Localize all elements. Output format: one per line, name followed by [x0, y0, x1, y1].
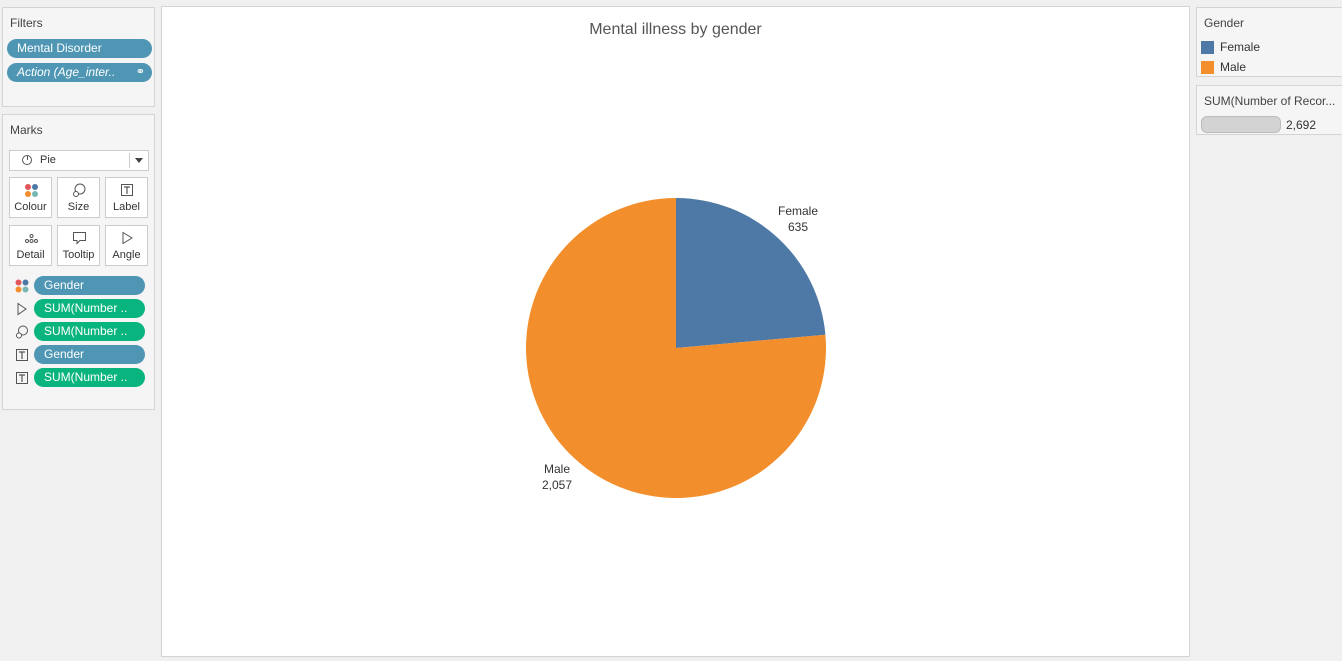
chart-canvas: Mental illness by gender Female 635 Male 2,…: [161, 6, 1190, 657]
angle-button[interactable]: Angle: [105, 225, 148, 266]
marks-title: Marks: [10, 123, 43, 137]
shelf-row-colour-gender: Gender: [3, 276, 156, 296]
detail-icon: [25, 234, 38, 243]
filter-pill-action-label: Action (Age_inter..: [17, 65, 116, 79]
colour-button[interactable]: Colour: [9, 177, 52, 218]
size-icon: [73, 183, 86, 197]
slice-label-value-male: 2,057: [542, 478, 572, 492]
legend-swatch-male: [1201, 61, 1214, 74]
slice-label-name-male: Male: [544, 462, 570, 476]
label-button-label: Label: [113, 201, 140, 213]
angle-icon: [122, 231, 133, 245]
tooltip-icon: [73, 232, 86, 245]
label-icon: [16, 349, 28, 361]
pie-chart: Female 635 Male 2,057: [526, 198, 826, 499]
label-button[interactable]: Label: [105, 177, 148, 218]
detail-button-label: Detail: [16, 249, 45, 261]
shelf-pill-sum-angle[interactable]: SUM(Number ..: [34, 299, 145, 318]
filters-title: Filters: [10, 16, 43, 30]
colour-icon: [15, 279, 29, 293]
filter-pill-action[interactable]: Action (Age_inter.. ⚭: [7, 63, 152, 82]
size-legend-title: SUM(Number of Recor...: [1204, 94, 1336, 108]
angle-icon: [17, 302, 27, 316]
filter-pill-mental-disorder[interactable]: Mental Disorder: [7, 39, 152, 58]
filters-card: Filters Mental Disorder Action (Age_inte…: [2, 7, 155, 107]
tooltip-button-label: Tooltip: [62, 249, 95, 261]
pie-slice-female[interactable]: [676, 198, 826, 348]
legend-title: Gender: [1204, 16, 1245, 30]
detail-button[interactable]: Detail: [9, 225, 52, 266]
chart-title: Mental illness by gender: [589, 21, 762, 38]
shelf-pill-sum-label[interactable]: SUM(Number ..: [34, 368, 145, 387]
colour-icon: [25, 184, 38, 197]
pie-icon: [22, 155, 32, 165]
slice-label-name-female: Female: [778, 204, 818, 218]
shelf-pill-gender-label[interactable]: Gender: [34, 345, 145, 364]
shelf-row-angle-sum: SUM(Number ..: [3, 299, 156, 319]
legend-label-female: Female: [1220, 40, 1261, 54]
mark-type-dropdown[interactable]: Pie: [9, 150, 149, 171]
marks-card: Marks Pie Colour Size Label Detail: [2, 114, 155, 410]
shelf-row-label-sum: SUM(Number ..: [3, 368, 156, 388]
shelf-row-size-sum: SUM(Number ..: [3, 322, 156, 342]
link-icon: ⚭: [135, 66, 145, 78]
size-legend-bar: [1201, 116, 1281, 133]
legend-swatch-female: [1201, 41, 1214, 54]
colour-button-label: Colour: [14, 201, 47, 213]
pie-slice-male[interactable]: [526, 198, 826, 499]
shelf-pill-gender[interactable]: Gender: [34, 276, 145, 295]
angle-button-label: Angle: [112, 249, 141, 261]
dropdown-separator: [129, 153, 130, 168]
size-button[interactable]: Size: [57, 177, 100, 218]
size-icon: [16, 325, 28, 339]
slice-label-value-female: 635: [788, 220, 808, 234]
size-button-label: Size: [67, 201, 90, 213]
colour-legend: Gender Female Male: [1196, 7, 1342, 77]
legend-label-male: Male: [1220, 60, 1247, 74]
chevron-down-icon: [135, 158, 143, 163]
shelf-row-label-gender: Gender: [3, 345, 156, 365]
tooltip-button[interactable]: Tooltip: [57, 225, 100, 266]
mark-type-label: Pie: [40, 154, 56, 166]
label-icon: [16, 372, 28, 384]
label-icon: [121, 184, 133, 196]
shelf-pill-sum-size[interactable]: SUM(Number ..: [34, 322, 145, 341]
size-legend-value: 2,692: [1286, 118, 1317, 132]
size-legend: SUM(Number of Recor... 2,692: [1196, 85, 1342, 135]
